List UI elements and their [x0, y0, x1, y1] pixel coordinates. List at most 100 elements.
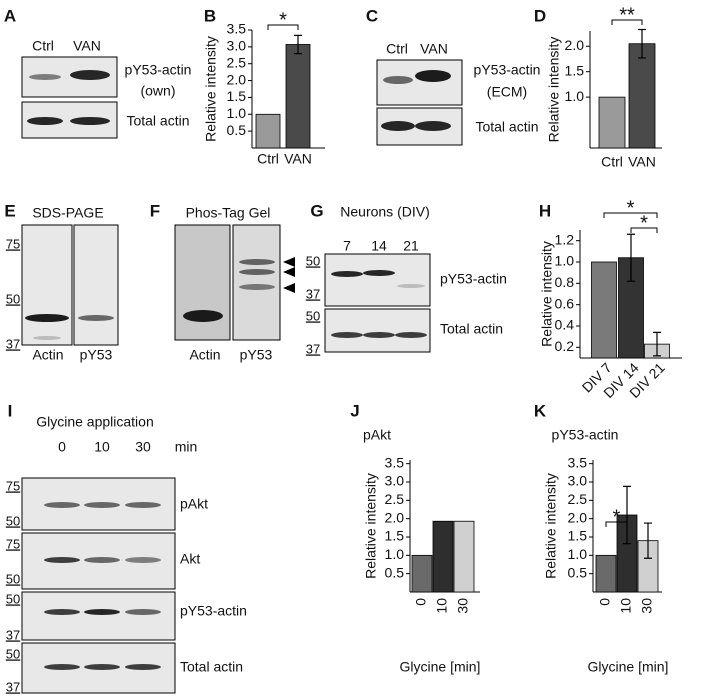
- marker-label: 50: [306, 308, 320, 323]
- blot-band: [415, 121, 451, 131]
- arrowhead: [283, 257, 295, 267]
- blot-band: [78, 315, 114, 321]
- blot-band: [84, 557, 120, 563]
- panel-label: G: [310, 201, 323, 220]
- row-label: pAkt: [180, 496, 208, 512]
- y-axis-label: Relative intensity: [543, 473, 559, 579]
- y-tick-label: 3.0: [385, 473, 405, 489]
- y-tick-label: 0.4: [555, 317, 575, 333]
- x-tick-label: Ctrl: [257, 151, 279, 167]
- y-axis-label: Relative intensity: [546, 37, 562, 143]
- y-tick-label: 0.6: [555, 295, 575, 311]
- blot-band: [44, 609, 80, 615]
- blot-band: [125, 557, 161, 563]
- x-tick-label: 30: [639, 598, 655, 614]
- y-tick-label: 0.2: [555, 338, 575, 354]
- bar: [591, 261, 617, 359]
- x-tick-label: Ctrl: [601, 154, 623, 170]
- x-tick-label: 10: [434, 598, 450, 614]
- y-tick-label: 0.5: [385, 564, 405, 580]
- y-tick-label: 1.0: [565, 88, 585, 104]
- blot-title: Neurons (DIV): [340, 204, 429, 220]
- panel-label: C: [366, 6, 378, 25]
- error-bar: [638, 28, 646, 59]
- y-tick-label: 2.0: [227, 71, 247, 87]
- blot-band: [331, 271, 363, 277]
- significance-bracket: [630, 227, 658, 233]
- lane-label: VAN: [73, 38, 101, 54]
- x-axis-label: Glycine [min]: [400, 659, 481, 675]
- lane-label: Ctrl: [386, 41, 408, 57]
- row-label: pY53-actin: [180, 603, 247, 619]
- y-tick-label: 1.2: [555, 231, 575, 247]
- error-bar: [623, 485, 631, 545]
- panel-label: H: [539, 201, 551, 220]
- y-tick-label: 2.5: [227, 54, 247, 70]
- y-tick-label: 3.0: [568, 473, 588, 489]
- marker-label: 75: [6, 236, 20, 251]
- y-tick-label: 3.5: [227, 21, 247, 37]
- unit-label: min: [175, 439, 198, 455]
- blot-band: [239, 284, 275, 290]
- blot-band: [331, 332, 363, 338]
- lane-label: 21: [403, 238, 419, 254]
- lane-label: Actin: [32, 347, 63, 363]
- marker-label: 37: [6, 627, 20, 642]
- blot-band: [70, 70, 110, 80]
- blot-panel: [324, 253, 431, 307]
- blot-band: [397, 284, 425, 288]
- significance-bracket: [267, 24, 299, 30]
- blot-band: [25, 314, 69, 322]
- blot-band: [363, 270, 395, 276]
- panel-label: J: [350, 401, 359, 420]
- y-tick-label: 3.0: [227, 38, 247, 54]
- y-tick-label: 2.0: [565, 37, 585, 53]
- blot-band: [84, 502, 120, 508]
- significance-bracket: [605, 521, 628, 527]
- blot-title: Phos-Tag Gel: [186, 205, 271, 221]
- error-bar: [294, 34, 302, 55]
- y-tick-label: 1.5: [565, 62, 585, 78]
- panel-label: I: [8, 401, 13, 420]
- panel-label: K: [534, 401, 547, 420]
- blot-band: [415, 70, 451, 82]
- blot-band: [44, 557, 80, 563]
- y-axis-label: Relative intensity: [539, 241, 555, 347]
- significance-label: *: [613, 506, 621, 528]
- bar: [453, 520, 475, 593]
- blot-panel: [73, 224, 119, 346]
- y-tick-label: 1.5: [227, 88, 247, 104]
- y-tick-label: 3.5: [385, 454, 405, 470]
- y-axis-label: Relative intensity: [363, 473, 379, 579]
- lane-label: pY53: [80, 347, 113, 363]
- marker-label: 37: [306, 341, 320, 356]
- marker-label: 50: [6, 646, 20, 661]
- error-bar: [644, 522, 652, 559]
- blot-band: [381, 121, 415, 131]
- marker-label: 75: [6, 478, 20, 493]
- x-tick-label: 30: [455, 598, 471, 614]
- y-axis-label: Relative intensity: [203, 36, 219, 142]
- blot-band: [33, 336, 61, 340]
- y-tick-label: 2.0: [385, 509, 405, 525]
- marker-label: 50: [306, 253, 320, 268]
- blot-band: [395, 332, 427, 338]
- y-tick-label: 1.0: [555, 253, 575, 269]
- lane-label: Actin: [189, 347, 220, 363]
- panel-label: E: [4, 201, 15, 220]
- blot-band: [125, 502, 161, 508]
- significance-bracket: [611, 19, 643, 25]
- row-label: (own): [140, 83, 175, 99]
- y-tick-label: 2.5: [568, 491, 588, 507]
- chart-title: pY53-actin: [552, 427, 619, 443]
- bar: [595, 554, 617, 593]
- blot-band: [70, 117, 110, 125]
- panel-label: A: [4, 6, 16, 25]
- x-tick-label: VAN: [284, 151, 312, 167]
- blot-band: [125, 609, 161, 615]
- x-tick-label: 0: [413, 598, 429, 606]
- panel-label: B: [204, 6, 216, 25]
- bar: [598, 96, 626, 149]
- arrowhead: [283, 283, 295, 293]
- bar: [411, 554, 433, 593]
